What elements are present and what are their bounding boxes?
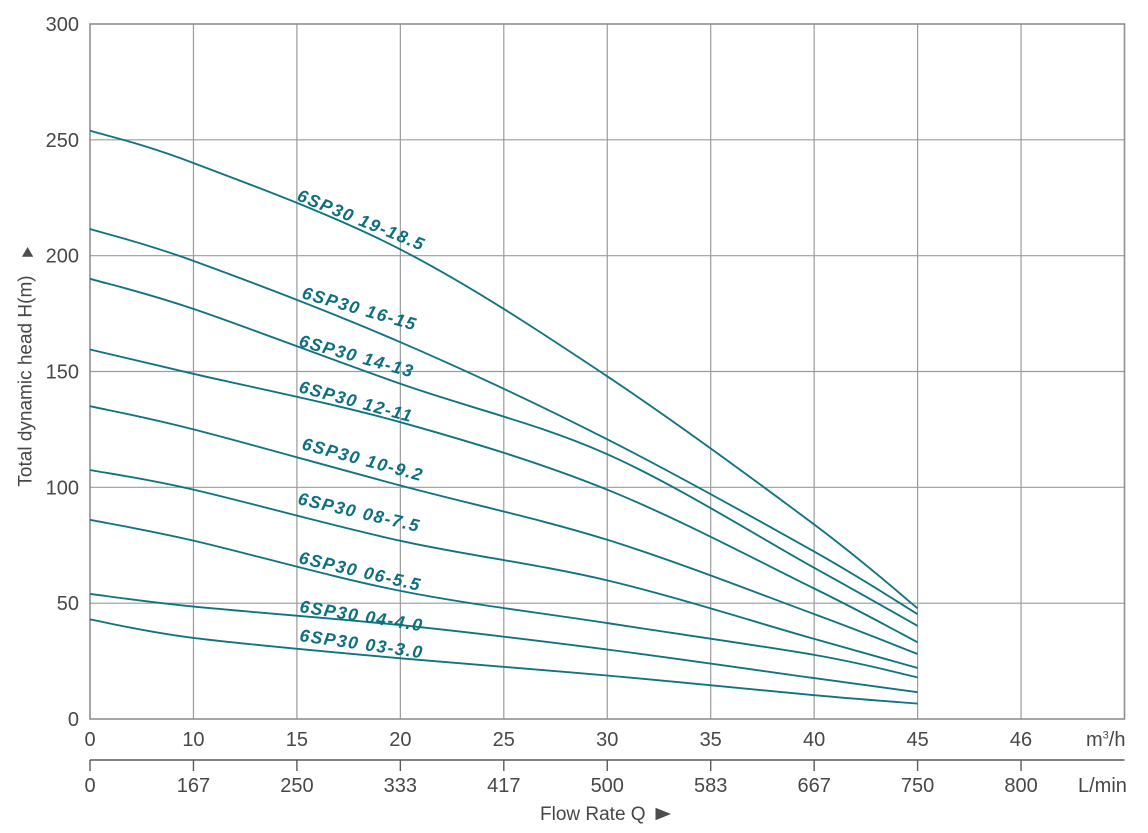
svg-text:L/min: L/min — [1078, 775, 1127, 797]
svg-text:800: 800 — [1004, 775, 1037, 797]
svg-text:0: 0 — [68, 709, 79, 731]
svg-text:25: 25 — [493, 729, 515, 751]
svg-text:583: 583 — [694, 775, 727, 797]
svg-text:6SP30 14-13: 6SP30 14-13 — [297, 331, 417, 382]
svg-text:6SP30 10-9.2: 6SP30 10-9.2 — [300, 434, 426, 486]
svg-text:667: 667 — [797, 775, 830, 797]
svg-text:100: 100 — [46, 477, 79, 499]
svg-text:6SP30 19-18.5: 6SP30 19-18.5 — [295, 185, 429, 255]
svg-text:15: 15 — [286, 729, 308, 751]
svg-text:200: 200 — [46, 246, 79, 268]
svg-text:250: 250 — [280, 775, 313, 797]
svg-text:0: 0 — [84, 729, 95, 751]
svg-text:40: 40 — [803, 729, 825, 751]
svg-text:m3/h: m3/h — [1086, 729, 1125, 751]
svg-text:20: 20 — [389, 729, 411, 751]
svg-text:35: 35 — [700, 729, 722, 751]
svg-text:46: 46 — [1010, 729, 1032, 751]
svg-text:Flow Rate Q: Flow Rate Q — [540, 804, 646, 825]
svg-text:10: 10 — [182, 729, 204, 751]
svg-text:417: 417 — [487, 775, 520, 797]
svg-text:0: 0 — [84, 775, 95, 797]
svg-text:300: 300 — [46, 14, 79, 36]
svg-text:500: 500 — [591, 775, 624, 797]
svg-text:6SP30 06-5.5: 6SP30 06-5.5 — [297, 547, 423, 595]
svg-text:30: 30 — [596, 729, 618, 751]
svg-text:150: 150 — [46, 362, 79, 384]
svg-text:50: 50 — [57, 593, 79, 615]
svg-text:333: 333 — [384, 775, 417, 797]
svg-text:6SP30 08-7.5: 6SP30 08-7.5 — [296, 488, 422, 536]
svg-text:Total dynamic head H(m): Total dynamic head H(m) — [16, 275, 37, 486]
svg-text:45: 45 — [906, 729, 928, 751]
svg-text:750: 750 — [901, 775, 934, 797]
svg-text:167: 167 — [177, 775, 210, 797]
svg-text:250: 250 — [46, 130, 79, 152]
